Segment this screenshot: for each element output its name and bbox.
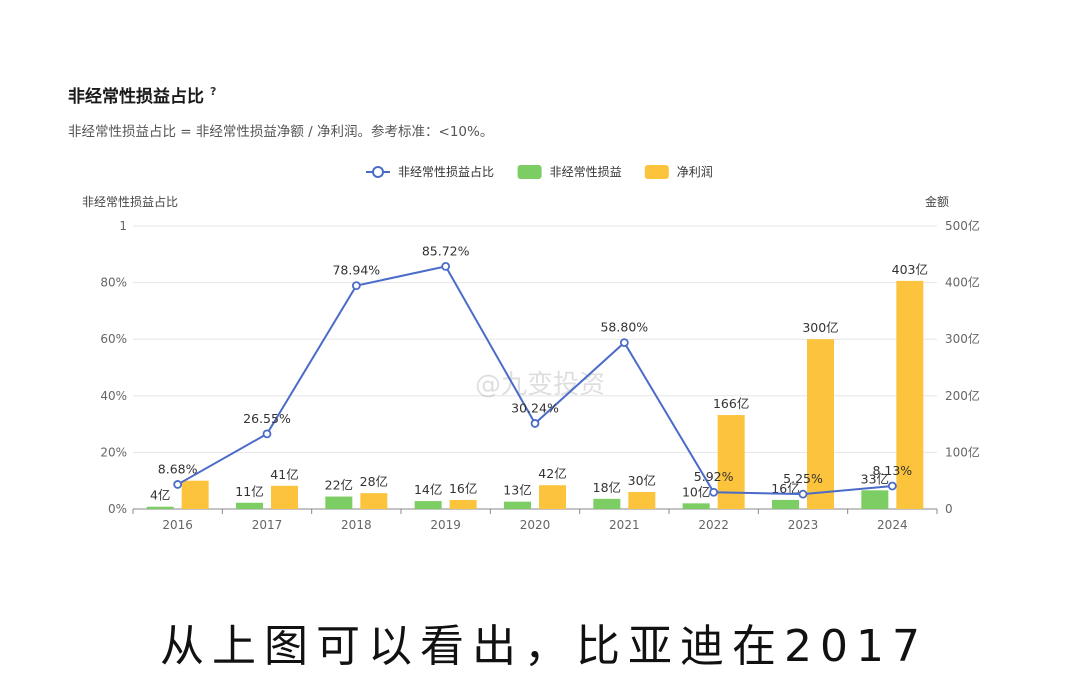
- legend-point-swatch: [372, 166, 384, 178]
- ratio-point[interactable]: [887, 481, 897, 491]
- ratio-data-label: 30.24%: [511, 400, 559, 415]
- ratio-data-label: 8.68%: [158, 461, 198, 476]
- watermark-text: @九变投资: [475, 370, 605, 400]
- bar-nonrecurring[interactable]: [236, 502, 263, 509]
- bar-data-label: 42亿: [538, 466, 566, 481]
- y-left-tick-label: 1: [119, 219, 127, 233]
- ratio-point[interactable]: [530, 419, 540, 428]
- bar-nonrecurring[interactable]: [593, 498, 621, 509]
- y-left-axis-title: 非经常性损益占比: [82, 194, 178, 209]
- ratio-data-label: 58.80%: [600, 320, 648, 335]
- bar-data-label: 4亿: [150, 488, 170, 503]
- bar-net-profit[interactable]: [717, 415, 745, 509]
- ratio-point[interactable]: [709, 487, 719, 497]
- bar-net-profit[interactable]: [449, 499, 477, 509]
- combo-chart: @九变投资 0% 0 20% 100亿 40% 200亿 60% 300亿 80% 400亿 1 50…: [82, 164, 980, 532]
- bar-nonrecurring[interactable]: [414, 501, 442, 509]
- x-tick-label: 2023: [788, 518, 819, 532]
- caption-text: 从上图可以看出，比亚迪在2017: [160, 621, 928, 672]
- ratio-point[interactable]: [798, 489, 808, 499]
- x-tick-label: 2021: [609, 518, 640, 532]
- bar-data-label: 18亿: [593, 480, 621, 495]
- bar-data-label: 13亿: [503, 483, 531, 498]
- chart-title: 非经常性损益占比?: [68, 82, 216, 107]
- bar-net-profit[interactable]: [181, 480, 209, 509]
- ratio-point[interactable]: [441, 262, 451, 271]
- legend-bar-swatch: [644, 165, 669, 179]
- x-tick-label: 2019: [430, 518, 461, 532]
- bar-data-label: 41亿: [270, 467, 298, 482]
- legend-label[interactable]: 净利润: [677, 165, 713, 179]
- bar-net-profit[interactable]: [539, 485, 566, 509]
- x-tick-label: 2017: [252, 518, 283, 532]
- ratio-line-group: 8.68% 26.55% 78.94% 85.72% 30.24% 58.80% 5.92%…: [158, 243, 912, 499]
- bar-net-profit[interactable]: [807, 339, 834, 509]
- legend-label[interactable]: 非经常性损益: [550, 165, 622, 179]
- y-left-tick-label: 40%: [100, 389, 127, 403]
- y-left-tick-label: 20%: [100, 445, 127, 459]
- grid-lines: [133, 225, 937, 510]
- y-right-axis-title: 金额: [925, 194, 949, 209]
- ratio-data-label: 5.92%: [694, 469, 734, 484]
- bar-data-label: 28亿: [360, 474, 388, 489]
- ratio-data-label: 78.94%: [332, 263, 380, 278]
- y-left-tick-label: 80%: [100, 276, 127, 290]
- ratio-data-label: 85.72%: [422, 243, 470, 258]
- bar-data-label: 33亿: [861, 471, 889, 486]
- axes: 0% 0 20% 100亿 40% 200亿 60% 300亿 80% 400亿 1 500亿 非经常性…: [82, 194, 980, 532]
- y-left-tick-label: 0%: [108, 502, 127, 516]
- bar-data-label: 16亿: [771, 481, 799, 496]
- ratio-data-label: 5.25%: [783, 471, 823, 486]
- chart-subtitle: 非经常性损益占比 = 非经常性损益净额 / 净利润。参考标准：<10%。: [68, 124, 494, 140]
- help-icon[interactable]: ?: [210, 85, 217, 99]
- x-tick-label: 2016: [162, 518, 193, 532]
- bars-group: 4亿 11亿 22亿 14亿 13亿 18亿 10亿 16亿 33亿 41亿 28亿 16亿 42亿 30…: [146, 262, 928, 509]
- ratio-point[interactable]: [262, 429, 272, 439]
- bar-data-label: 10亿: [682, 484, 710, 499]
- legend: 非经常性损益占比 非经常性损益 净利润: [366, 164, 713, 179]
- y-right-tick-label: 200亿: [945, 388, 980, 403]
- bar-nonrecurring[interactable]: [772, 499, 799, 509]
- x-tick-label: 2020: [520, 518, 551, 532]
- bar-nonrecurring[interactable]: [861, 490, 889, 509]
- bar-nonrecurring[interactable]: [325, 496, 353, 509]
- legend-label[interactable]: 非经常性损益占比: [398, 164, 494, 179]
- y-right-tick-label: 400亿: [945, 275, 980, 290]
- ratio-point[interactable]: [619, 338, 629, 347]
- bar-data-label: 30亿: [628, 473, 656, 488]
- bar-data-label: 403亿: [892, 262, 928, 277]
- y-right-tick-label: 300亿: [945, 331, 980, 346]
- bar-nonrecurring[interactable]: [682, 503, 710, 509]
- y-right-tick-label: 500亿: [945, 218, 980, 233]
- x-tick-label: 2018: [341, 518, 372, 532]
- ratio-data-label: 26.55%: [243, 411, 291, 426]
- ratio-point[interactable]: [173, 480, 183, 489]
- bar-data-label: 22亿: [325, 478, 353, 493]
- chart-title-text: 非经常性损益占比: [68, 87, 204, 107]
- bar-net-profit[interactable]: [271, 485, 298, 509]
- bar-net-profit[interactable]: [628, 492, 656, 509]
- bar-data-label: 16亿: [449, 481, 477, 496]
- bar-data-label: 300亿: [802, 320, 838, 335]
- x-tick-label: 2024: [877, 518, 908, 532]
- bar-data-label: 14亿: [414, 482, 442, 497]
- ratio-data-label: 8.13%: [872, 463, 912, 478]
- bar-net-profit[interactable]: [360, 493, 388, 509]
- ratio-point[interactable]: [351, 281, 361, 290]
- bar-nonrecurring[interactable]: [146, 506, 174, 509]
- bar-data-label: 166亿: [713, 396, 749, 411]
- y-right-tick-label: 0: [945, 502, 953, 516]
- legend-bar-swatch: [517, 165, 542, 179]
- bar-nonrecurring[interactable]: [504, 501, 531, 509]
- y-right-tick-label: 100亿: [945, 444, 980, 459]
- x-tick-label: 2022: [698, 518, 729, 532]
- y-left-tick-label: 60%: [100, 332, 127, 346]
- bar-net-profit[interactable]: [896, 280, 924, 509]
- bar-data-label: 11亿: [235, 484, 263, 499]
